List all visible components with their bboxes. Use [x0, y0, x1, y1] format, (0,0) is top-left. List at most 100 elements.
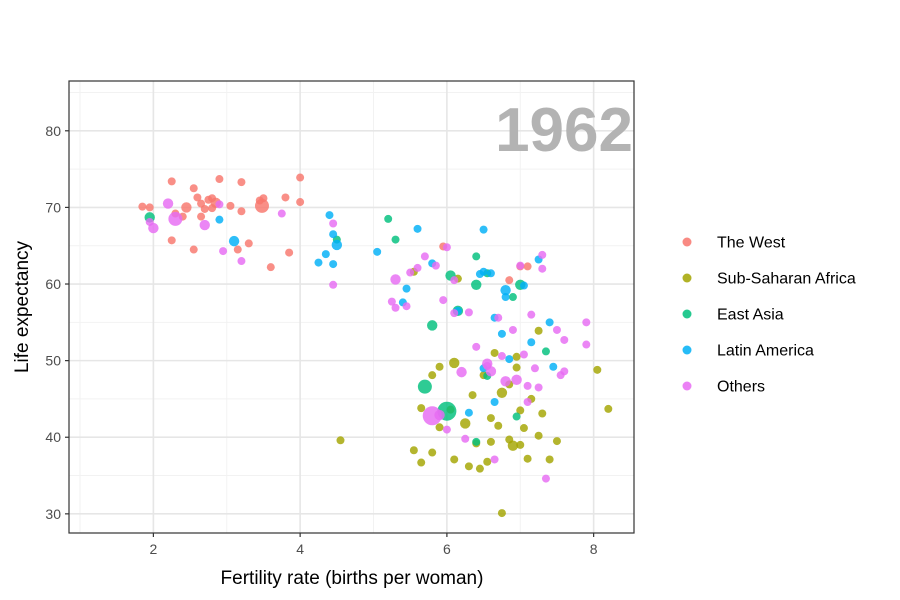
x-axis-title: Fertility rate (births per woman) [221, 568, 484, 589]
data-point [541, 474, 550, 483]
data-point [281, 193, 290, 202]
data-point [181, 202, 192, 213]
legend-item: Sub-Saharan Africa [682, 271, 856, 288]
data-point [519, 424, 528, 433]
data-point [500, 376, 511, 387]
data-point [417, 379, 432, 394]
data-point [512, 363, 521, 372]
data-point [479, 225, 488, 234]
legend-item: Others [682, 379, 765, 396]
data-point [329, 230, 338, 239]
x-tick-label: 4 [296, 541, 304, 557]
data-point [449, 357, 460, 369]
data-point [552, 437, 561, 446]
data-point [434, 409, 445, 421]
data-point [501, 293, 510, 302]
data-point [244, 239, 253, 248]
data-point [534, 326, 543, 335]
data-point [523, 262, 532, 271]
data-point [456, 366, 467, 378]
data-point [148, 222, 159, 234]
data-point [494, 313, 503, 322]
x-tick-label: 8 [590, 541, 598, 557]
data-point [505, 355, 514, 364]
data-point [329, 260, 338, 269]
data-point [560, 367, 569, 376]
data-point [204, 195, 213, 204]
data-point [516, 440, 525, 449]
data-point [391, 303, 400, 312]
data-point [200, 204, 209, 213]
data-point [497, 352, 506, 361]
data-point [266, 263, 275, 272]
data-point [233, 245, 242, 254]
data-point [387, 297, 396, 306]
data-point [461, 434, 470, 443]
data-point [534, 383, 543, 392]
plot-border [68, 80, 635, 534]
data-point [497, 329, 506, 338]
data-point [296, 173, 305, 182]
data-point [285, 248, 294, 257]
data-point [138, 202, 147, 211]
data-point [496, 387, 508, 399]
data-point [538, 264, 547, 273]
legend: The West Sub-Saharan Africa East Asia Latin… [682, 235, 856, 396]
legend-item: Latin America [682, 343, 814, 360]
data-point [486, 269, 495, 278]
legend-label: Sub-Saharan Africa [717, 271, 856, 288]
data-point [508, 325, 517, 334]
data-point [464, 462, 473, 471]
legend-label: Others [717, 379, 765, 396]
data-point [490, 455, 499, 464]
data-point [215, 175, 224, 184]
data-point [464, 308, 473, 317]
data-point [413, 263, 422, 272]
data-point [442, 243, 451, 252]
data-point [402, 284, 411, 293]
data-point [545, 455, 554, 464]
data-point [500, 284, 511, 296]
data-point [197, 212, 206, 221]
data-point [168, 211, 183, 226]
data-point [475, 464, 484, 473]
legend-swatch [682, 309, 692, 319]
data-point [508, 293, 517, 302]
legend-item: The West [682, 235, 786, 252]
data-points [138, 173, 613, 518]
data-point [486, 414, 495, 423]
data-point [439, 296, 448, 305]
data-point [479, 267, 488, 276]
data-point [208, 204, 217, 213]
data-point [530, 364, 539, 373]
series-points [145, 198, 591, 483]
data-point [519, 281, 528, 290]
data-point [167, 177, 176, 186]
data-point [552, 325, 561, 334]
plot-panel [69, 81, 634, 533]
data-point [329, 280, 338, 289]
data-point [409, 446, 418, 455]
legend-swatch [682, 345, 692, 355]
data-point [336, 436, 345, 445]
data-point [483, 361, 492, 370]
y-tick-label: 40 [45, 429, 61, 445]
y-tick-label: 60 [45, 276, 61, 292]
data-point [215, 200, 224, 209]
data-point [490, 348, 499, 357]
data-point [325, 211, 334, 220]
data-point [497, 509, 506, 518]
data-point [527, 338, 536, 347]
data-point [534, 431, 543, 440]
legend-swatch [682, 237, 692, 247]
data-point [431, 261, 440, 270]
data-point [428, 371, 437, 380]
data-point [428, 448, 437, 457]
data-point [490, 397, 499, 406]
data-point [483, 457, 492, 466]
y-tick-label: 70 [45, 199, 61, 215]
data-point [538, 250, 547, 259]
data-point [254, 198, 269, 213]
data-point [450, 276, 459, 285]
data-point [390, 274, 401, 285]
